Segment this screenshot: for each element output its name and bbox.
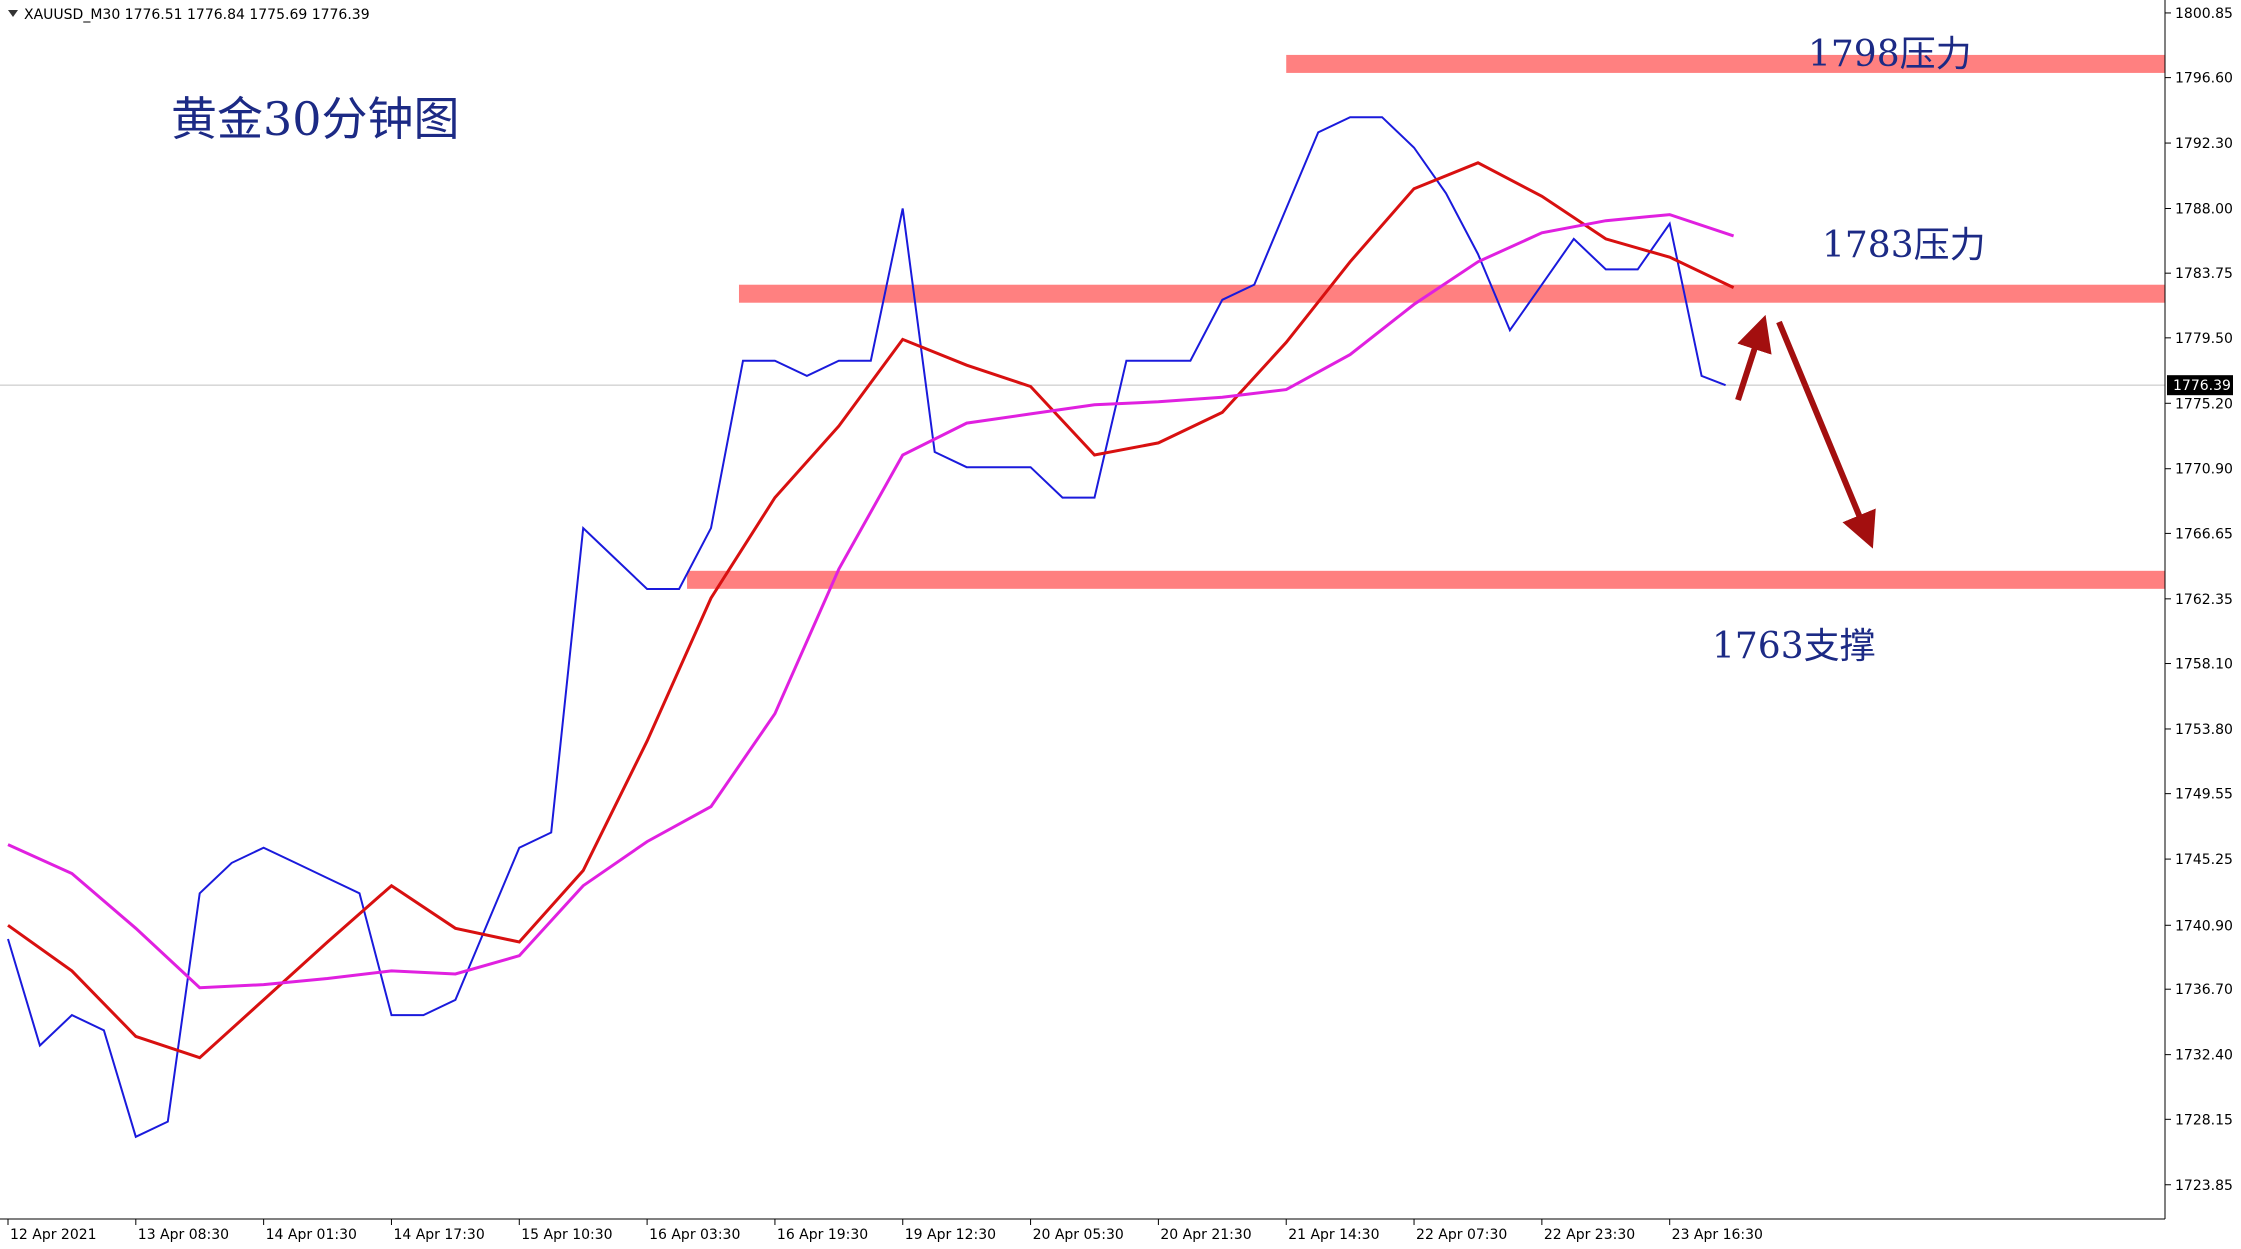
annotation: 黄金30分钟图 <box>171 92 460 146</box>
y-tick-label: 1732.40 <box>2175 1048 2233 1064</box>
y-tick-label: 1796.60 <box>2175 71 2233 87</box>
y-tick-label: 1788.00 <box>2175 201 2233 217</box>
level-band <box>687 570 2165 589</box>
y-tick-label: 1758.10 <box>2175 657 2233 673</box>
x-tick-label: 21 Apr 14:30 <box>1288 1227 1379 1243</box>
last-price-label: 1776.39 <box>2173 378 2231 394</box>
annotation: 1763支撑 <box>1712 626 1876 667</box>
x-tick-label: 20 Apr 05:30 <box>1033 1227 1124 1243</box>
x-tick-label: 12 Apr 2021 <box>10 1227 97 1243</box>
y-tick-label: 1800.85 <box>2175 6 2233 22</box>
y-tick-label: 1762.35 <box>2175 592 2233 608</box>
x-tick-label: 13 Apr 08:30 <box>138 1227 229 1243</box>
level-band <box>1286 54 2165 73</box>
x-tick-label: 22 Apr 23:30 <box>1544 1227 1635 1243</box>
y-tick-label: 1792.30 <box>2175 136 2233 152</box>
x-tick-label: 19 Apr 12:30 <box>905 1227 996 1243</box>
x-tick-label: 22 Apr 07:30 <box>1416 1227 1507 1243</box>
y-tick-label: 1740.90 <box>2175 918 2233 934</box>
arrow-up <box>1735 314 1772 401</box>
x-tick-label: 14 Apr 01:30 <box>266 1227 357 1243</box>
x-tick-label: 14 Apr 17:30 <box>393 1227 484 1243</box>
level-band <box>738 284 2165 303</box>
header: XAUUSD_M30 1776.51 1776.84 1775.69 1776.… <box>24 7 370 23</box>
y-tick-label: 1779.50 <box>2175 331 2233 347</box>
menu-triangle <box>8 10 18 17</box>
x-tick-label: 23 Apr 16:30 <box>1672 1227 1763 1243</box>
arrow-down <box>1776 320 1876 549</box>
x-tick-label: 16 Apr 19:30 <box>777 1227 868 1243</box>
series-line <box>7 161 1735 1060</box>
y-tick-label: 1723.85 <box>2175 1178 2233 1194</box>
y-tick-label: 1736.70 <box>2175 982 2233 998</box>
y-tick-label: 1770.90 <box>2175 462 2233 478</box>
y-tick-label: 1745.25 <box>2175 852 2233 868</box>
series-line <box>7 213 1735 990</box>
y-tick-label: 1728.15 <box>2175 1112 2233 1128</box>
x-tick-label: 20 Apr 21:30 <box>1160 1227 1251 1243</box>
annotation: 1783压力 <box>1822 225 1986 266</box>
series-line <box>7 116 1726 1139</box>
y-tick-label: 1783.75 <box>2175 266 2233 282</box>
last-price-box <box>2167 375 2233 396</box>
y-tick-label: 1766.65 <box>2175 526 2233 542</box>
annotation: 1798压力 <box>1808 34 1972 75</box>
x-tick-label: 16 Apr 03:30 <box>649 1227 740 1243</box>
y-tick-label: 1749.55 <box>2175 787 2233 803</box>
y-tick-label: 1753.80 <box>2175 722 2233 738</box>
y-tick-label: 1775.20 <box>2175 396 2233 412</box>
x-tick-label: 15 Apr 10:30 <box>521 1227 612 1243</box>
